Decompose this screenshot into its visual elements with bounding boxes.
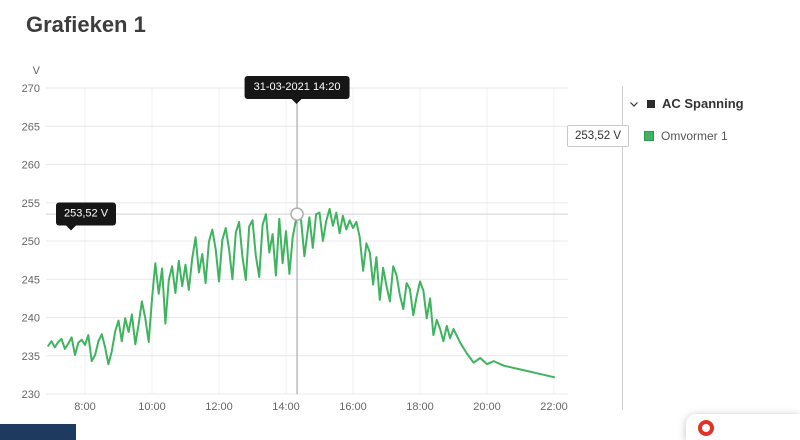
svg-text:18:00: 18:00 (406, 401, 434, 413)
svg-text:230: 230 (22, 389, 40, 401)
series-value-readout: 253,52 V (567, 125, 629, 147)
page-title: Grafieken 1 (26, 12, 146, 37)
svg-text:14:00: 14:00 (272, 401, 300, 413)
legend-divider (622, 86, 623, 410)
series-marker-square-icon (647, 99, 655, 108)
svg-text:245: 245 (22, 274, 40, 286)
legend-item-omvormer-1[interactable]: Omvormer 1 (644, 129, 728, 143)
help-widget-button[interactable] (686, 414, 800, 440)
svg-text:270: 270 (22, 83, 40, 95)
svg-text:240: 240 (22, 313, 40, 325)
svg-text:235: 235 (22, 351, 40, 363)
svg-text:265: 265 (22, 121, 40, 133)
help-widget-icon (698, 420, 714, 436)
svg-text:255: 255 (22, 198, 40, 210)
legend-group-title: AC Spanning (662, 96, 744, 111)
svg-text:10:00: 10:00 (138, 401, 166, 413)
footer-navbar-fragment (0, 424, 76, 440)
crosshair-date-tooltip: 31-03-2021 14:20 (244, 76, 350, 99)
series-label: Omvormer 1 (661, 129, 728, 143)
chevron-down-icon[interactable] (628, 98, 640, 110)
svg-text:260: 260 (22, 160, 40, 172)
svg-text:V: V (33, 65, 41, 77)
crosshair-value-label: 253,52 V (56, 202, 117, 231)
svg-text:20:00: 20:00 (473, 401, 501, 413)
svg-text:22:00: 22:00 (540, 401, 568, 413)
series-color-swatch-icon (644, 131, 654, 141)
legend-group-header[interactable]: AC Spanning (628, 96, 744, 111)
svg-text:16:00: 16:00 (339, 401, 367, 413)
voltage-line-chart[interactable]: 270 265 260 255 250 245 240 235 230 V 8:00 10:00 12:… (0, 0, 620, 440)
svg-text:12:00: 12:00 (205, 401, 233, 413)
svg-text:250: 250 (22, 236, 40, 248)
svg-text:8:00: 8:00 (74, 401, 95, 413)
